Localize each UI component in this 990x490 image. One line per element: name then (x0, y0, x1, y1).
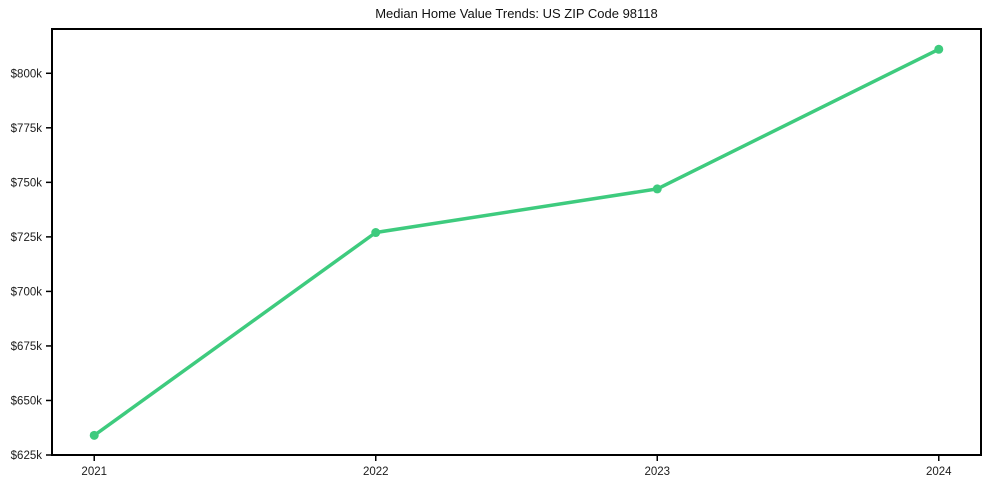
plot-frame (51, 28, 982, 456)
data-point-marker (934, 44, 944, 54)
chart-title: Median Home Value Trends: US ZIP Code 98… (375, 6, 658, 21)
y-tick-label: $775k (11, 123, 43, 135)
y-tick-label: $800k (11, 68, 43, 80)
series-line (92, 47, 941, 438)
y-tick-label: $725k (11, 232, 43, 244)
data-point-marker (89, 430, 99, 440)
y-tick-label: $625k (11, 450, 43, 462)
y-tick-label: $700k (11, 286, 43, 298)
data-point-marker (652, 184, 662, 194)
data-point-marker (371, 228, 381, 238)
x-tick-label: 2022 (363, 466, 389, 478)
y-tick-label: $675k (11, 341, 43, 353)
x-tick-label: 2023 (644, 466, 670, 478)
y-tick-label: $650k (11, 395, 43, 407)
x-tick-label: 2021 (81, 466, 107, 478)
x-tick-label: 2024 (926, 466, 952, 478)
y-tick-label: $750k (11, 177, 43, 189)
